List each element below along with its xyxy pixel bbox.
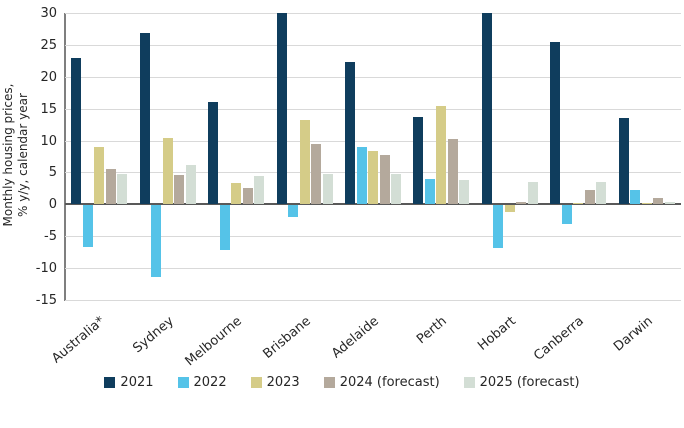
bar-2025-brisbane <box>322 173 333 205</box>
bar-2025-adelaide <box>391 173 401 205</box>
gridline-y-10 <box>65 140 681 142</box>
y-tick-label-0: 0 <box>48 197 57 213</box>
bar-2023-sydney <box>162 138 173 205</box>
bar-2023-adelaide <box>368 150 378 205</box>
x-label-canberra: Canberra <box>531 313 588 364</box>
bar-2024-perth <box>447 138 458 205</box>
y-tick-label-30: 30 <box>40 6 57 21</box>
bar-2021-brisbane <box>276 13 287 205</box>
bar-2022-brisbane <box>288 205 299 217</box>
gridline-y-25 <box>65 44 681 46</box>
bar-2023-brisbane <box>299 119 310 205</box>
gridline-y-20 <box>65 76 681 78</box>
y-tick-label-15: 15 <box>40 101 57 117</box>
gridline-y-15 <box>65 108 681 110</box>
legend-swatch-icon <box>323 377 335 388</box>
bar-2021-perth <box>413 116 424 205</box>
legend-label: 2023 <box>266 375 300 390</box>
bar-2021-australia <box>71 57 82 205</box>
bar-2021-hobart <box>481 13 492 205</box>
housing-prices-chart: Monthly housing prices, % y/y, calendar … <box>0 6 684 389</box>
x-label-sydney: Sydney <box>129 313 177 357</box>
legend-label: 2025 (forecast) <box>479 375 580 390</box>
legend-label: 2022 <box>193 375 227 390</box>
bar-2023-darwin <box>641 203 652 205</box>
bar-2024-darwin <box>653 197 664 205</box>
bar-2021-adelaide <box>345 62 355 205</box>
gridline-y--5 <box>65 236 681 238</box>
bar-2025-australia <box>117 173 128 205</box>
x-label-darwin: Darwin <box>610 313 656 355</box>
y-axis-line <box>64 13 66 301</box>
zero-axis-line <box>65 203 681 206</box>
bar-2025-darwin <box>664 202 675 205</box>
legend-swatch-icon <box>463 377 475 388</box>
bar-2024-melbourne <box>242 188 253 205</box>
bar-2023-hobart <box>504 205 515 212</box>
bar-2025-melbourne <box>254 175 265 205</box>
legend-item-2025: 2025 (forecast) <box>463 375 580 390</box>
bar-2022-sydney <box>151 205 162 278</box>
plot-area <box>65 13 681 301</box>
bar-2022-melbourne <box>219 205 230 250</box>
bar-2022-hobart <box>493 205 504 249</box>
bar-2023-australia <box>94 146 105 205</box>
legend-item-2023: 2023 <box>250 375 300 390</box>
bar-2025-perth <box>459 180 470 205</box>
bar-2022-australia <box>82 205 93 247</box>
y-tick-label-25: 25 <box>40 37 57 53</box>
bar-2025-canberra <box>596 182 607 205</box>
bar-2022-perth <box>424 178 435 205</box>
bar-2022-canberra <box>561 205 572 225</box>
y-tick-label-5: 5 <box>48 165 57 181</box>
x-label-melbourne: Melbourne <box>182 313 245 370</box>
bar-2021-melbourne <box>208 102 219 205</box>
bar-2022-adelaide <box>356 146 367 205</box>
legend-swatch-icon <box>104 377 116 388</box>
bar-2023-canberra <box>573 203 584 205</box>
bar-2022-darwin <box>630 190 641 205</box>
y-tick-label--5: -5 <box>44 229 57 245</box>
bar-2024-adelaide <box>379 154 390 205</box>
legend-item-2024: 2024 (forecast) <box>323 375 440 390</box>
gridline-y--10 <box>65 268 681 270</box>
x-label-hobart: Hobart <box>475 313 519 354</box>
bar-2024-brisbane <box>311 144 322 205</box>
y-tick-label-20: 20 <box>40 69 57 85</box>
bar-2023-melbourne <box>231 182 242 205</box>
bar-2021-darwin <box>618 118 629 205</box>
y-tick-label--15: -15 <box>35 293 57 308</box>
bar-2025-hobart <box>527 182 538 205</box>
legend-item-2022: 2022 <box>177 375 227 390</box>
y-tick-label--10: -10 <box>35 261 57 277</box>
gridline-y-30 <box>65 13 681 14</box>
legend-swatch-icon <box>177 377 189 388</box>
bar-2023-perth <box>436 106 447 205</box>
x-label-perth: Perth <box>414 313 451 348</box>
bar-2021-sydney <box>139 33 150 205</box>
legend-label: 2021 <box>120 375 154 390</box>
bar-2025-sydney <box>185 165 196 205</box>
y-tick-label-10: 10 <box>40 133 57 149</box>
bar-2024-canberra <box>584 189 595 205</box>
chart-legend: 2021 2022 2023 2024 (forecast) 2025 (forecas… <box>0 376 684 389</box>
bar-2024-sydney <box>174 174 185 205</box>
bar-2021-canberra <box>550 41 561 205</box>
legend-swatch-icon <box>250 377 262 388</box>
bar-2024-hobart <box>516 201 527 205</box>
legend-label: 2024 (forecast) <box>339 375 440 390</box>
x-label-brisbane: Brisbane <box>259 313 314 362</box>
legend-item-2021: 2021 <box>104 375 154 390</box>
gridline-y--15 <box>65 300 681 301</box>
bar-2024-australia <box>105 168 116 205</box>
x-label-adelaide: Adelaide <box>329 313 382 362</box>
